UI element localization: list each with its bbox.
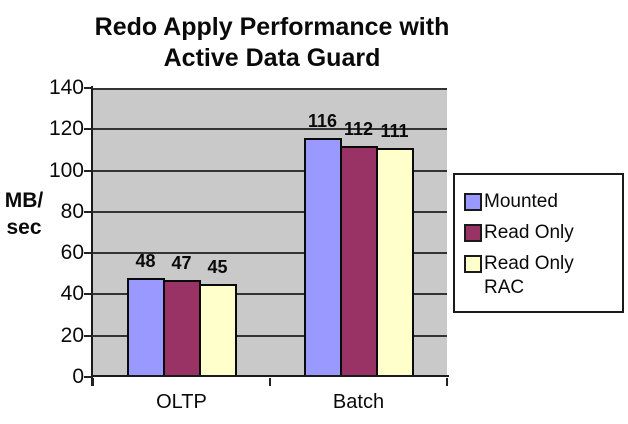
bar-value-label: 112: [343, 118, 374, 139]
legend-swatch: [464, 255, 482, 273]
gridline-80: [93, 210, 447, 213]
y-tick-mark: [84, 169, 93, 172]
x-tick-mark: [269, 378, 271, 386]
bar-OLTP-Read Only RAC: [198, 284, 237, 377]
legend-swatch: [464, 193, 482, 211]
bar-Batch-Mounted: [303, 137, 342, 377]
x-axis-line: [91, 375, 449, 377]
bar-value-label: 48: [135, 250, 156, 271]
chart-title-line-1: Redo Apply Performance with: [94, 13, 450, 41]
x-category-label: Batch: [332, 391, 385, 413]
y-tick-mark: [84, 334, 93, 337]
y-tick-label: 20: [60, 323, 84, 347]
legend-label: Read Only RAC: [484, 253, 574, 298]
bar-value-label: 45: [207, 257, 228, 278]
legend: Mounted Read Only Read Only RAC: [453, 173, 624, 313]
bar-value-label: 47: [171, 252, 192, 273]
y-axis-title-line-2: sec: [6, 216, 42, 239]
gridline-20: [93, 334, 447, 337]
legend-label: Read Only: [484, 222, 574, 243]
x-tick-mark: [92, 378, 94, 386]
y-tick-label: 120: [48, 117, 84, 141]
gridline-100: [93, 169, 447, 172]
y-tick-mark: [84, 87, 93, 89]
legend-label: Mounted: [484, 191, 558, 212]
y-tick-mark: [84, 376, 93, 378]
y-axis-line: [91, 86, 93, 386]
bar-Batch-Read Only: [339, 145, 378, 377]
bar-OLTP-Read Only: [162, 279, 201, 377]
gridline-60: [93, 252, 447, 255]
x-category-label: OLTP: [156, 391, 207, 413]
legend-item-Read Only RAC: Read Only RAC: [464, 252, 618, 300]
y-axis-title: MB/ sec: [0, 187, 48, 241]
y-tick-mark: [84, 128, 93, 131]
y-tick-label: 80: [60, 199, 84, 223]
gridline-40: [93, 293, 447, 296]
bar-Batch-Read Only RAC: [375, 147, 414, 377]
y-tick-label: 60: [60, 241, 84, 265]
gridline-140: [93, 88, 447, 90]
gridline-120: [93, 128, 447, 131]
y-tick-label: 100: [48, 158, 84, 182]
chart-title: Redo Apply Performance with Active Data …: [40, 12, 504, 74]
y-tick-mark: [84, 210, 93, 213]
legend-item-Read Only: Read Only: [464, 221, 618, 245]
y-tick-mark: [84, 293, 93, 296]
y-axis-title-line-1: MB/: [4, 189, 44, 212]
chart-title-line-2: Active Data Guard: [163, 44, 381, 72]
bar-OLTP-Mounted: [126, 277, 165, 377]
legend-swatch: [464, 224, 482, 242]
y-tick-mark: [84, 252, 93, 255]
y-tick-label: 140: [48, 76, 84, 99]
y-tick-label: 40: [60, 282, 84, 306]
bar-value-label: 116: [307, 110, 338, 131]
plot-area: 48 47 45 116 112 111: [93, 88, 447, 377]
legend-item-Mounted: Mounted: [464, 190, 618, 214]
bar-value-label: 111: [380, 120, 409, 141]
x-tick-mark: [446, 378, 448, 386]
y-tick-label: 0: [72, 365, 84, 388]
